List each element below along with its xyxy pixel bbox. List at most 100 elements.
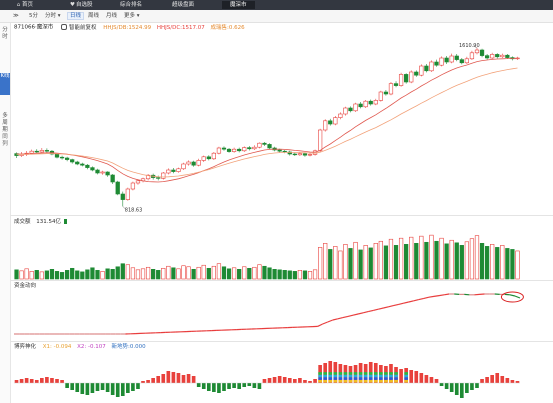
candle-body [252,146,257,150]
capital-segment [347,314,354,317]
volume-label-row: 成交额 131.54亿 [14,219,67,226]
ma-line-dc [16,67,518,178]
volume-bar [323,243,328,280]
period-monthly-button[interactable]: 月线 [106,13,118,19]
indicator-bar [80,383,85,394]
indicator-stack-block [343,380,348,383]
more-periods-dropdown[interactable]: 更多 ▾ [122,12,142,20]
capital-segment [388,305,394,308]
indicator-bar [267,378,272,383]
indicator-bar [110,383,115,395]
period-5min-button[interactable]: 5分 [29,13,38,19]
sidebar-item-kline[interactable]: K线 [0,73,10,95]
divider [10,215,553,216]
capital-segment [418,297,424,301]
tab-watchlist[interactable]: ♥自选股 [70,1,92,9]
volume-bar [479,243,485,280]
indicator-bar [24,378,29,383]
volume-bar [272,269,277,280]
capital-segment [332,318,338,321]
indicator-stack-block [333,372,338,375]
volume-bar [282,270,287,280]
candle-body [439,57,444,66]
tab-current-stock[interactable]: 魔深市 [222,1,255,9]
period-daily-button[interactable]: 日线 [67,12,85,20]
volume-bar [262,265,267,280]
indicator-stack-block [368,377,373,380]
tab-current-stock-label: 魔深市 [230,2,247,8]
candle-body [176,168,181,172]
volume-bar [515,250,520,280]
candle-body [39,150,44,153]
volume-bar [161,267,166,280]
volume-bar [373,243,378,280]
indicator-stack-block [338,380,343,383]
volume-bar [171,267,176,280]
candle-body [216,147,222,154]
adjust-mode-toggle[interactable]: 智能前复权 [61,24,97,31]
volume-bar [196,266,201,280]
sidebar-item-timeshare[interactable]: 分时 [2,27,8,40]
volume-bar [449,239,454,280]
stock-code-name: 871066·魔深市 [14,24,54,31]
candle-body [80,163,85,166]
indicator-stack-block [333,374,338,378]
candle-body [247,147,252,150]
indicator-bar [85,383,90,395]
indicator-stack-block [363,372,368,375]
candle-body [75,161,80,165]
volume-bar [444,243,449,280]
tab-home[interactable]: ⌂ 首页 [16,1,33,9]
tab-super-board[interactable]: 超级盘面 [172,1,194,9]
candle-body [120,193,125,200]
volume-bar [363,245,368,280]
indicator-stack-block [338,377,343,380]
indicator-stack-block [328,374,333,378]
indicator-bar [287,378,292,383]
indicator-bar [212,383,216,392]
sidebar-item-multi-period[interactable]: 多周期同列 [2,113,8,147]
candle-body [186,161,191,165]
period-minute-dropdown[interactable]: 分时 ▾ [43,12,63,20]
candle-body [444,57,449,63]
candle-body [368,100,373,105]
candle-body [373,100,378,105]
indicator-bar [156,376,161,383]
volume-bar [414,243,419,280]
candle-body [171,169,176,172]
period-toolbar: ≫ 5分 分时 ▾ 日线 周线 月线 更多 ▾ [0,10,553,23]
candle-body [388,83,394,95]
candle-body [459,59,464,64]
tab-ranking[interactable]: 综合排名 [120,1,142,9]
indicator-stack-block [323,380,328,383]
capital-segment [327,319,334,323]
capital-segment [363,311,369,314]
capital-segment [383,306,389,309]
volume-bar [358,249,363,280]
expand-icon[interactable]: ≫ [13,13,19,19]
indicator-stack-block [379,374,383,378]
indicator-bar [34,380,39,383]
candle-body [130,182,136,190]
divider [10,341,553,342]
indicator-stack-block [373,372,378,375]
volume-bar [59,272,65,280]
period-weekly-button[interactable]: 周线 [88,13,100,19]
volume-bar [267,267,272,280]
indicator-stack-block [353,374,358,378]
candle-body [211,152,216,160]
indicator-bar [282,377,287,383]
indicator-stack-block [394,380,398,383]
indicator-bar [277,376,282,383]
low-price-pointer [122,206,126,210]
volume-bar [353,241,358,280]
indicator-bar [186,374,191,383]
indicator-bar [90,383,95,393]
candle-body [404,74,409,83]
capital-segment [357,312,364,315]
indicator-bar [272,377,277,383]
candle-body [201,156,206,161]
capital-segment [438,294,445,297]
indicator-stack-block [379,380,383,383]
